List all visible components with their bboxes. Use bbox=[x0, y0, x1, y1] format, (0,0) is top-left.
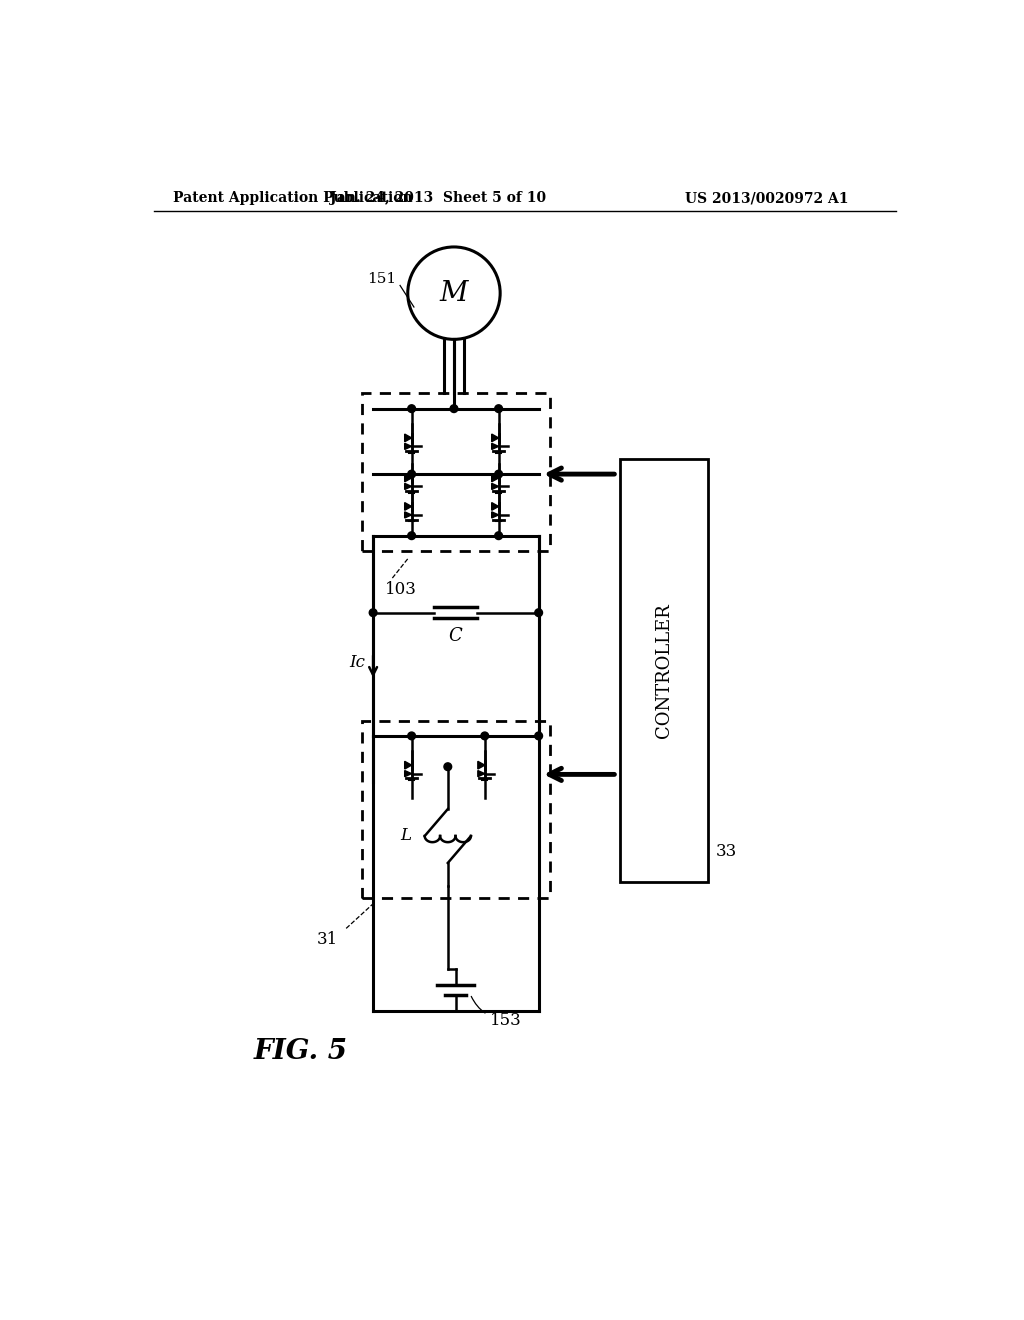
Bar bbox=[620, 459, 708, 882]
Polygon shape bbox=[404, 771, 412, 776]
Text: FIG. 5: FIG. 5 bbox=[254, 1038, 348, 1065]
Polygon shape bbox=[404, 474, 412, 482]
Text: 103: 103 bbox=[385, 581, 417, 598]
Text: 151: 151 bbox=[367, 272, 396, 286]
Polygon shape bbox=[404, 503, 412, 511]
Circle shape bbox=[444, 763, 452, 771]
Text: C: C bbox=[449, 627, 463, 644]
Polygon shape bbox=[492, 444, 499, 449]
Bar bbox=[361, 721, 550, 898]
Polygon shape bbox=[492, 474, 499, 482]
Text: M: M bbox=[439, 280, 468, 306]
Circle shape bbox=[495, 470, 503, 478]
Polygon shape bbox=[492, 434, 499, 442]
Polygon shape bbox=[478, 762, 484, 770]
Polygon shape bbox=[492, 503, 499, 511]
Circle shape bbox=[370, 609, 377, 616]
Polygon shape bbox=[492, 512, 499, 517]
Circle shape bbox=[408, 405, 416, 413]
Circle shape bbox=[408, 733, 416, 739]
Text: 31: 31 bbox=[317, 932, 339, 949]
Text: 153: 153 bbox=[471, 997, 522, 1028]
Text: CONTROLLER: CONTROLLER bbox=[654, 603, 673, 738]
Polygon shape bbox=[404, 512, 412, 517]
Polygon shape bbox=[404, 434, 412, 442]
Text: 33: 33 bbox=[716, 843, 737, 859]
Text: Ic: Ic bbox=[349, 655, 366, 672]
Text: L: L bbox=[399, 828, 411, 845]
Circle shape bbox=[408, 470, 416, 478]
Circle shape bbox=[535, 609, 543, 616]
Polygon shape bbox=[478, 771, 484, 776]
Text: US 2013/0020972 A1: US 2013/0020972 A1 bbox=[685, 191, 849, 206]
Circle shape bbox=[535, 733, 543, 739]
Text: Jan. 24, 2013  Sheet 5 of 10: Jan. 24, 2013 Sheet 5 of 10 bbox=[331, 191, 547, 206]
Circle shape bbox=[408, 532, 416, 540]
Polygon shape bbox=[404, 483, 412, 490]
Text: Patent Application Publication: Patent Application Publication bbox=[173, 191, 413, 206]
Polygon shape bbox=[492, 483, 499, 490]
Circle shape bbox=[451, 405, 458, 413]
Bar bbox=[361, 393, 550, 552]
Circle shape bbox=[495, 532, 503, 540]
Polygon shape bbox=[404, 444, 412, 449]
Polygon shape bbox=[404, 762, 412, 770]
Circle shape bbox=[495, 405, 503, 413]
Circle shape bbox=[481, 733, 488, 739]
